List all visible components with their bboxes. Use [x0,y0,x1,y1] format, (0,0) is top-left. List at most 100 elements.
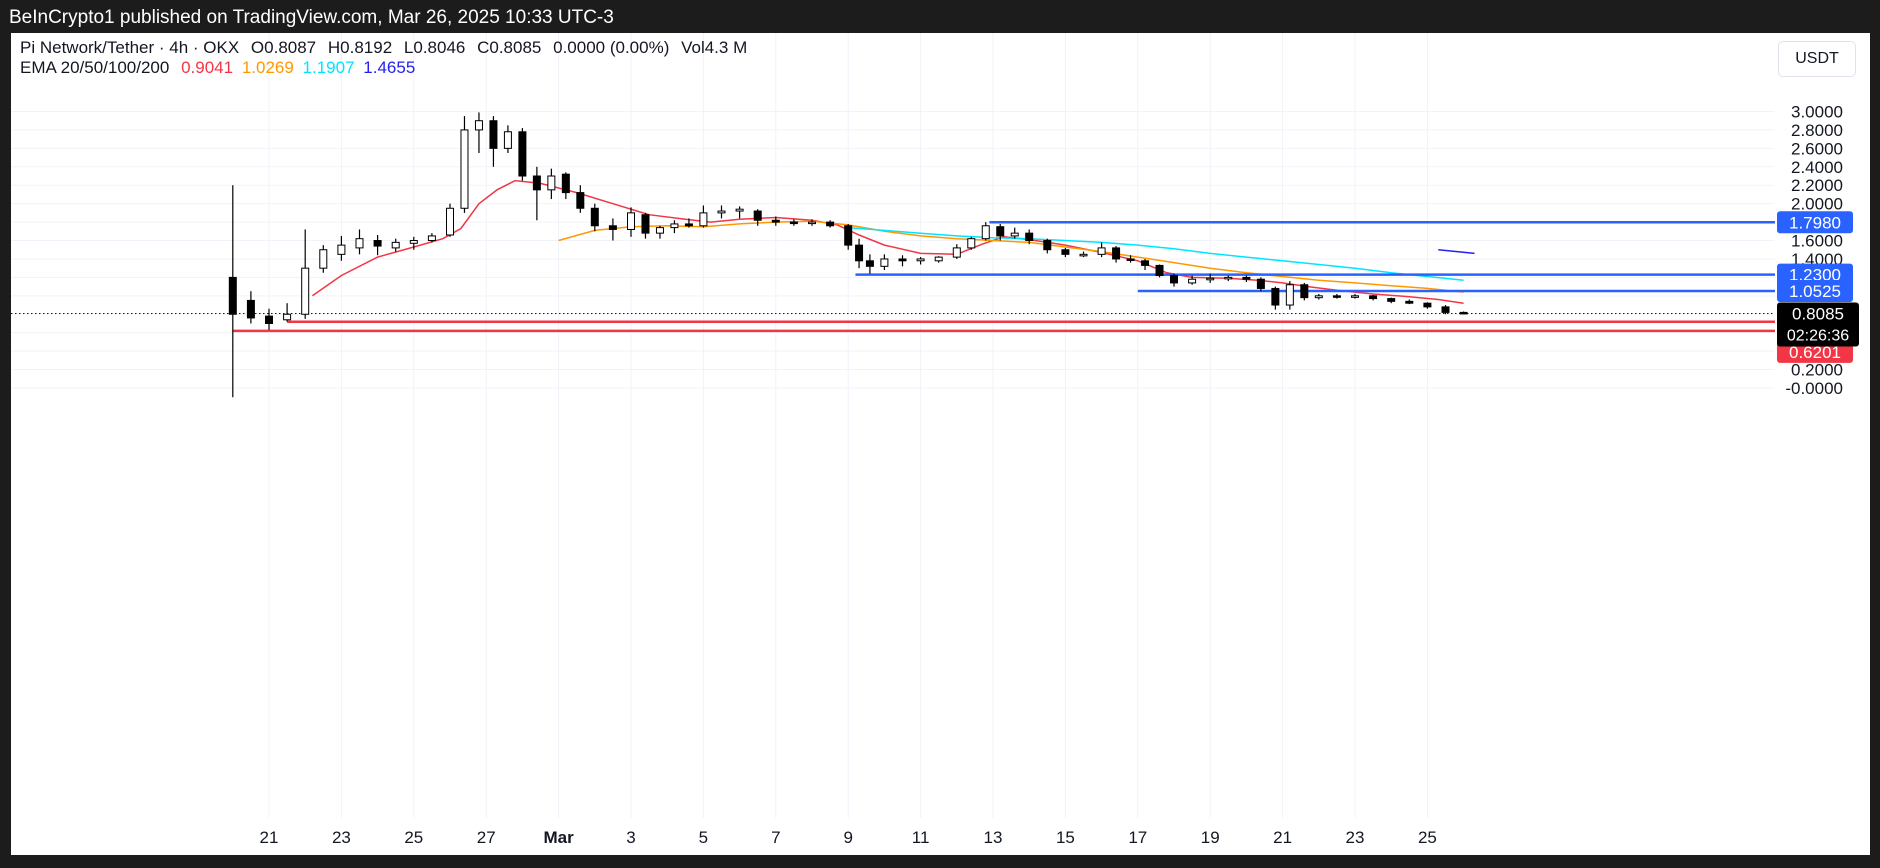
x-tick-label: 27 [477,828,496,847]
symbol-title[interactable]: Pi Network/Tether · 4h · OKX [20,38,240,57]
candle-body [1224,276,1233,280]
candle-body [1141,260,1150,266]
price-chart[interactable]: 3.00002.80002.60002.40002.20002.00001.80… [11,33,1870,855]
x-tick-label: 23 [332,828,351,847]
resistance-price-tag-bg [1777,279,1853,302]
candle-body [518,131,527,177]
ema-label: EMA 20/50/100/200 [20,58,170,77]
y-tick-label: 0.2000 [1791,361,1843,380]
x-tick-label: 11 [912,828,930,847]
y-tick-label: 3.0000 [1791,103,1843,122]
candle-body [355,238,364,249]
price-labels: 1.79801.23001.05250.71830.62010.808502:2… [1777,211,1859,363]
candle-body [1285,284,1294,306]
high-value: H0.8192 [327,38,393,57]
candle-body [319,249,328,269]
change-value: 0.0000 (0.00%) [553,38,670,57]
candle-body [1271,287,1280,306]
resistance-price-tag-text: 1.2300 [1789,266,1841,285]
candle-body [301,267,310,315]
candle-body [460,129,469,209]
level-lines [11,221,1775,333]
symbol-header: Pi Network/Tether · 4h · OKX O0.8087 H0.… [20,38,754,58]
y-tick-label: 2.0000 [1791,195,1843,214]
resistance-price-tag-bg [1777,211,1853,234]
y-tick-label: 2.4000 [1791,158,1843,177]
candle-body [265,315,273,324]
x-tick-label: 7 [771,828,780,847]
x-tick-label: 23 [1346,828,1365,847]
candle-body [1043,240,1052,251]
x-tick-label: 3 [626,828,635,847]
candle-body [771,219,780,223]
candle-body [967,238,976,249]
close-value: C0.8085 [477,38,542,57]
candle-body [489,120,498,149]
ema-legend[interactable]: EMA 20/50/100/200 0.9041 1.0269 1.1907 1… [20,58,419,78]
candle-body [1126,258,1135,261]
x-tick-label: 21 [260,828,279,847]
y-tick-label: 2.6000 [1791,139,1843,158]
candle-body [228,276,237,315]
attribution-bar: BeInCrypto1 published on TradingView.com… [0,0,1880,33]
x-tick-label: 5 [699,828,708,847]
chart-panel[interactable]: 3.00002.80002.60002.40002.20002.00001.80… [11,33,1870,855]
resistance-price-tag-text: 1.0525 [1789,282,1841,301]
candle-body [1441,306,1450,313]
candle-body [789,221,798,225]
ema100-value: 1.1907 [302,58,355,77]
candle-body [655,227,664,234]
candle-body [1170,275,1178,284]
candle-body [1206,277,1215,281]
candle-body [474,120,483,131]
x-tick-label: 21 [1273,828,1292,847]
candle-body [735,208,744,212]
currency-button[interactable]: USDT [1778,41,1856,77]
candle-body [373,240,382,247]
candle-body [1387,298,1396,302]
y-tick-label: 2.2000 [1791,176,1843,195]
ema20-line [311,179,1464,304]
candle-body [808,221,816,225]
candle-body [1188,278,1197,284]
candle-body [1314,295,1323,299]
attribution-text: BeInCrypto1 published on TradingView.com… [9,7,614,28]
x-tick-label: 25 [1418,828,1437,847]
y-tick-label: 1.6000 [1791,232,1843,251]
candle-body [1256,278,1265,289]
candle-body [641,214,650,234]
ema50-value: 1.0269 [241,58,294,77]
countdown-text: 02:26:36 [1787,327,1849,344]
candle-body [952,247,961,258]
candle-body [391,241,400,249]
candle-body [880,258,889,267]
candle-body [753,210,762,221]
y-tick-label: 2.8000 [1791,121,1843,140]
current-price-tag[interactable]: 0.8085 02:26:36 [1777,302,1859,347]
candle-body [1010,232,1019,237]
x-tick-label: Mar [543,828,574,847]
candle-body [1112,247,1121,260]
x-tick-label: 15 [1056,828,1075,847]
candle-body [699,212,708,227]
y-tick-label: -0.0000 [1785,379,1843,398]
time-axis[interactable]: 21 23 25 27 Mar 3 5 7 9 11 13 15 17 19 21 23 25 [260,828,1437,847]
candle-body [503,131,512,149]
candle-body [427,235,436,242]
x-tick-label: 19 [1201,828,1220,847]
candle-body [608,225,617,230]
volume-value: Vol4.3 M [681,38,748,57]
candle-body [561,173,570,194]
ema20-value: 0.9041 [181,58,234,77]
low-value: L0.8046 [403,38,466,57]
candle-body [1300,284,1309,299]
ema100-line [848,226,1464,281]
resistance-price-tag: 1.0525 [1777,279,1853,302]
candle-body [717,210,726,214]
candle-body [855,244,864,262]
candle-body [532,175,541,191]
ema200-value: 1.4655 [363,58,416,77]
candle-body [1242,276,1251,280]
x-tick-label: 9 [843,828,852,847]
candle-body [409,240,418,244]
